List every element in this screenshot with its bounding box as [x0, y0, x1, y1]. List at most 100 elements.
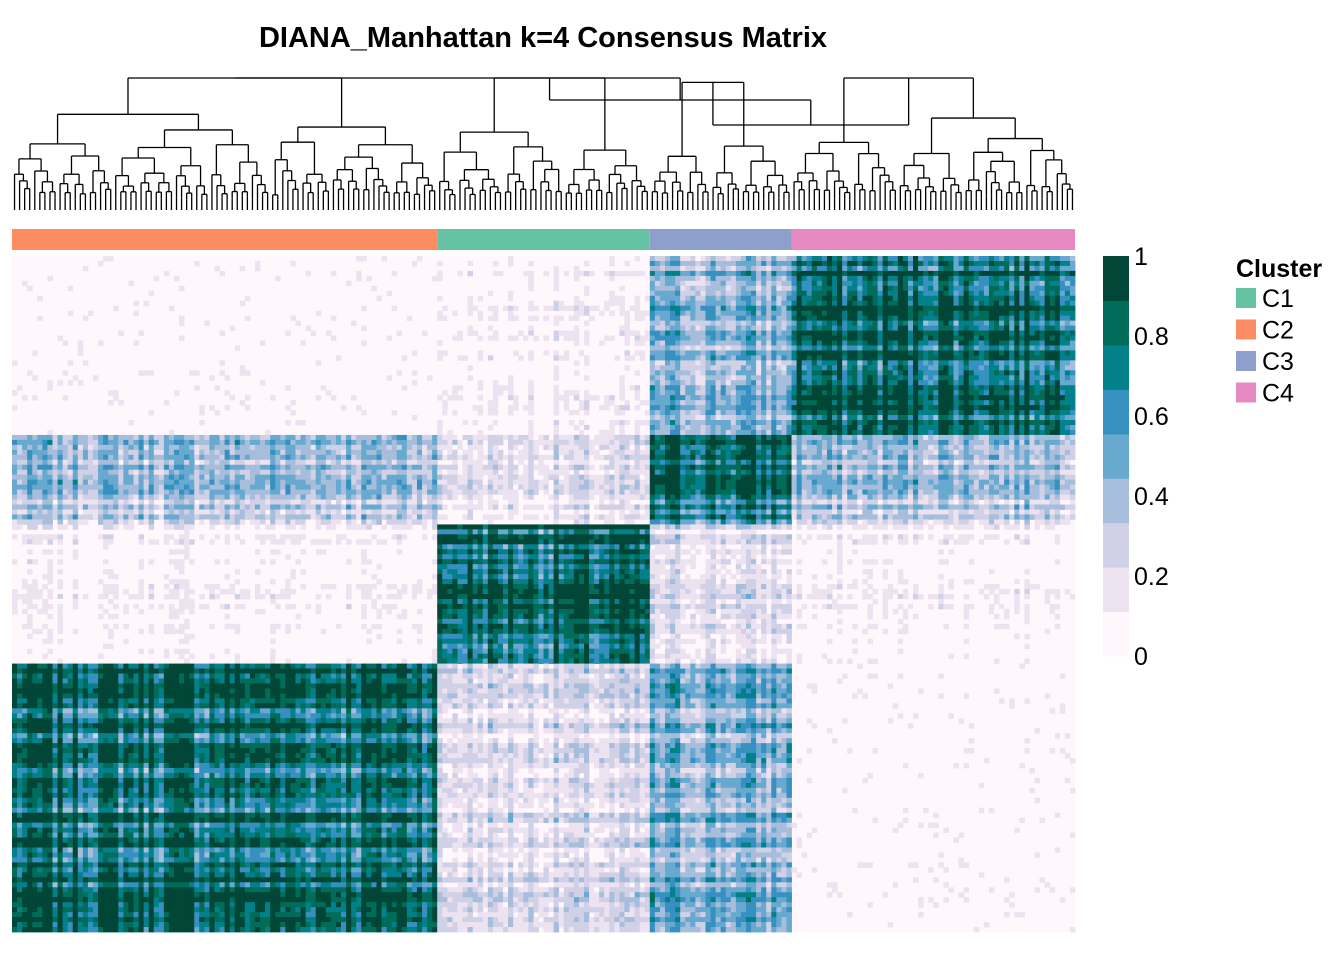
- heatmap-cell: [725, 420, 732, 426]
- heatmap-cell: [584, 290, 590, 297]
- heatmap-cell: [664, 295, 671, 302]
- heatmap-cell: [761, 380, 767, 386]
- heatmap-cell: [604, 434, 610, 441]
- heatmap-cell: [816, 375, 823, 381]
- heatmap-cell: [811, 320, 818, 326]
- heatmap-cell: [907, 275, 914, 282]
- heatmap-cell: [740, 355, 747, 361]
- heatmap-cell: [92, 434, 99, 441]
- heatmap-cell: [842, 350, 848, 356]
- heatmap-cell: [659, 290, 666, 297]
- heatmap-cell: [872, 355, 878, 361]
- heatmap-cell: [680, 275, 686, 282]
- heatmap-cell: [751, 429, 757, 436]
- heatmap-cell: [710, 265, 716, 272]
- heatmap-cell: [513, 434, 519, 441]
- heatmap-cell: [928, 400, 934, 406]
- heatmap-cell: [624, 310, 630, 317]
- heatmap-cell: [644, 335, 651, 341]
- heatmap-cell: [968, 365, 975, 371]
- heatmap-cell: [882, 390, 889, 396]
- heatmap-cell: [806, 400, 813, 406]
- heatmap-cell: [1039, 350, 1046, 356]
- heatmap-cell: [710, 335, 716, 341]
- heatmap-cell: [346, 434, 352, 441]
- heatmap-cell: [143, 370, 150, 376]
- heatmap-cell: [963, 385, 970, 391]
- heatmap-cell: [690, 380, 696, 386]
- heatmap-cell: [705, 290, 711, 297]
- heatmap-cell: [781, 285, 787, 292]
- heatmap-cell: [659, 380, 666, 386]
- heatmap-cell: [923, 370, 929, 376]
- heatmap-cell: [958, 330, 965, 336]
- heatmap-cell: [1019, 310, 1025, 317]
- heatmap-cell: [578, 439, 585, 446]
- heatmap-cell: [948, 439, 954, 446]
- heatmap-cell: [1014, 260, 1020, 267]
- heatmap-cell: [1039, 380, 1046, 386]
- heatmap-cell: [432, 434, 438, 441]
- heatmap-cell: [98, 444, 104, 451]
- heatmap-cell: [659, 305, 666, 312]
- heatmap-cell: [816, 415, 823, 421]
- heatmap-cell: [376, 434, 382, 441]
- heatmap-cell: [715, 385, 722, 391]
- heatmap-cell: [685, 385, 691, 391]
- heatmap-cell: [796, 315, 803, 322]
- heatmap-cell: [295, 420, 301, 426]
- heatmap-cell: [1034, 300, 1040, 307]
- heatmap-cell: [123, 439, 129, 446]
- heatmap-cell: [872, 405, 878, 411]
- heatmap-cell: [897, 345, 904, 351]
- heatmap-cell: [265, 434, 271, 441]
- heatmap-cell: [533, 315, 539, 322]
- heatmap-cell: [219, 270, 225, 277]
- heatmap-cell: [715, 280, 722, 287]
- heatmap-cell: [325, 444, 332, 451]
- heatmap-cell: [862, 420, 868, 426]
- heatmap-cell: [867, 295, 873, 302]
- heatmap-cell: [907, 370, 914, 376]
- heatmap-cell: [1009, 350, 1015, 356]
- heatmap-cell: [1034, 310, 1040, 317]
- heatmap-cell: [999, 395, 1005, 401]
- heatmap-cell: [1044, 330, 1051, 336]
- heatmap-cell: [907, 375, 914, 381]
- heatmap-cell: [907, 405, 914, 411]
- heatmap-cell: [710, 300, 716, 307]
- heatmap-cell: [832, 285, 838, 292]
- heatmap-cell: [852, 410, 858, 416]
- heatmap-cell: [761, 410, 767, 416]
- heatmap-cell: [341, 444, 347, 451]
- heatmap-cell: [953, 315, 959, 322]
- heatmap-cell: [862, 305, 868, 312]
- heatmap-cell: [725, 310, 732, 317]
- heatmap-cell: [806, 320, 813, 326]
- heatmap-cell: [1014, 395, 1020, 401]
- heatmap-cell: [791, 420, 797, 426]
- heatmap-cell: [1019, 385, 1025, 391]
- heatmap-cell: [816, 385, 823, 391]
- heatmap-cell: [361, 325, 367, 331]
- heatmap-cell: [1034, 434, 1040, 441]
- heatmap-cell: [1004, 345, 1010, 351]
- heatmap-cell: [882, 300, 889, 307]
- heatmap-cell: [968, 300, 975, 307]
- heatmap-cell: [933, 385, 939, 391]
- heatmap-cell: [1064, 380, 1071, 386]
- heatmap-cell: [923, 434, 929, 441]
- heatmap-cell: [953, 350, 959, 356]
- heatmap-cell: [497, 434, 504, 441]
- heatmap-cell: [584, 285, 590, 292]
- heatmap-cell: [492, 410, 499, 416]
- heatmap-cell: [710, 295, 716, 302]
- heatmap-cell: [690, 434, 696, 441]
- heatmap-cell: [715, 310, 722, 317]
- heatmap-cell: [847, 260, 853, 267]
- heatmap-cell: [77, 434, 84, 441]
- heatmap-cell: [902, 350, 909, 356]
- heatmap-cell: [882, 325, 889, 331]
- heatmap-cell: [1034, 365, 1040, 371]
- heatmap-cell: [806, 325, 813, 331]
